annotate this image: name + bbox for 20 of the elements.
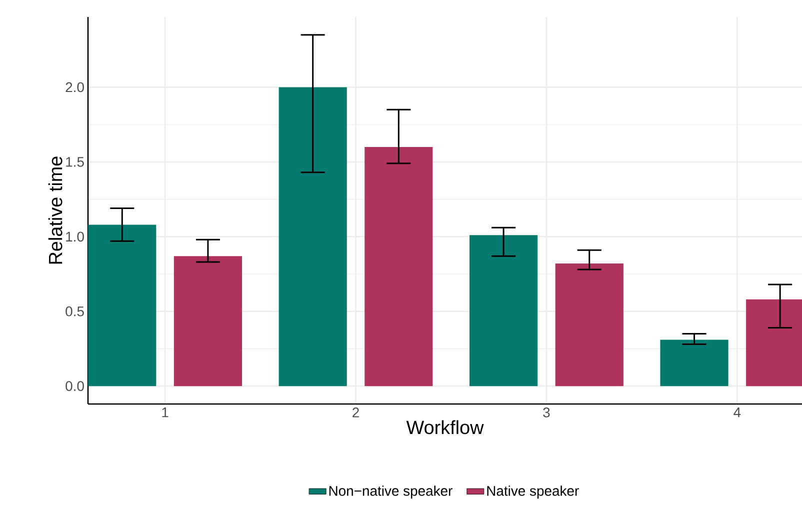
y-tick-label: 2.0 — [66, 82, 84, 92]
bar — [555, 264, 624, 386]
bar — [88, 224, 156, 386]
x-tick-label: 3 — [543, 408, 550, 418]
x-tick-label: 2 — [352, 408, 359, 418]
bar — [364, 146, 433, 386]
x-tick-label: 4 — [734, 408, 741, 418]
y-tick-label: 0.0 — [66, 381, 84, 392]
bar — [278, 87, 347, 386]
x-axis-title: Workflow — [406, 420, 484, 434]
x-tick-label: 1 — [162, 408, 168, 418]
y-tick-label: 0.5 — [66, 306, 84, 316]
bar — [174, 256, 242, 386]
legend-label: Non−native speaker — [329, 486, 452, 499]
bar — [470, 235, 538, 386]
y-axis-title: Relative time — [48, 156, 62, 264]
legend-label: Native speaker — [487, 486, 579, 499]
bar — [660, 340, 728, 386]
y-tick-label: 1.5 — [66, 157, 84, 167]
y-tick-label: 1.0 — [66, 232, 84, 242]
